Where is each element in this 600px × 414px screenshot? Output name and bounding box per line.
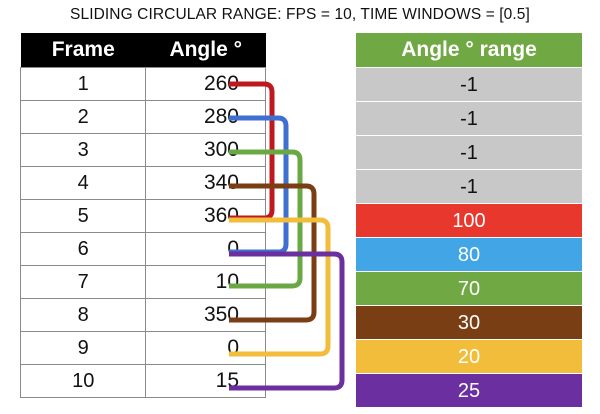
range-cell: -1 bbox=[356, 67, 582, 101]
range-cell: -1 bbox=[356, 169, 582, 203]
range-cell: 20 bbox=[356, 339, 582, 373]
range-cell: -1 bbox=[356, 135, 582, 169]
frame-cell: 9 bbox=[19, 331, 147, 365]
table-row: 3 300 bbox=[19, 133, 266, 167]
table-row: 10 15 bbox=[19, 364, 266, 398]
table-row: 8 350 bbox=[19, 298, 266, 332]
angle-range-header: Angle ° range bbox=[356, 33, 582, 67]
angle-cell: 350 bbox=[145, 298, 266, 332]
range-cell: 100 bbox=[356, 203, 582, 237]
frame-column-header: Frame bbox=[20, 33, 146, 68]
table-row: 1 260 bbox=[19, 67, 266, 101]
angle-range-rows: -1 -1 -1 -1 100 80 70 30 20 25 bbox=[356, 67, 582, 407]
angle-cell: 360 bbox=[145, 199, 266, 233]
table-row: 2 280 bbox=[19, 100, 266, 134]
frame-cell: 3 bbox=[19, 133, 147, 167]
table-row: 5 360 bbox=[19, 199, 266, 233]
frame-cell: 8 bbox=[19, 298, 147, 332]
range-cell: 25 bbox=[356, 373, 582, 407]
frame-cell: 7 bbox=[19, 265, 147, 299]
angle-cell: 15 bbox=[145, 364, 266, 398]
angle-cell: 340 bbox=[145, 166, 266, 200]
table-row: 4 340 bbox=[19, 166, 266, 200]
angle-cell: 300 bbox=[145, 133, 266, 167]
frame-cell: 10 bbox=[19, 364, 147, 398]
angle-column-header: Angle ° bbox=[145, 33, 266, 68]
angle-range-table: Angle ° range -1 -1 -1 -1 100 80 70 30 20 25 bbox=[356, 33, 582, 407]
frame-cell: 2 bbox=[19, 100, 147, 134]
angle-cell: 0 bbox=[145, 331, 266, 365]
frame-angle-table: Frame Angle ° 1 260 2 280 3 300 4 340 5 360 6 0 7 10 8… bbox=[19, 33, 266, 398]
range-cell: 30 bbox=[356, 305, 582, 339]
frame-cell: 1 bbox=[19, 67, 147, 101]
angle-cell: 260 bbox=[145, 67, 266, 101]
frame-cell: 5 bbox=[19, 199, 147, 233]
angle-cell: 10 bbox=[145, 265, 266, 299]
table-row: 7 10 bbox=[19, 265, 266, 299]
frame-cell: 4 bbox=[19, 166, 147, 200]
angle-cell: 0 bbox=[145, 232, 266, 266]
diagram-title: SLIDING CIRCULAR RANGE: FPS = 10, TIME W… bbox=[70, 6, 530, 23]
table-header-row: Frame Angle ° bbox=[20, 33, 266, 68]
range-cell: -1 bbox=[356, 101, 582, 135]
angle-cell: 280 bbox=[145, 100, 266, 134]
range-cell: 80 bbox=[356, 237, 582, 271]
frame-angle-rows: 1 260 2 280 3 300 4 340 5 360 6 0 7 10 8 350 9 0 10 15 bbox=[19, 67, 266, 398]
frame-cell: 6 bbox=[19, 232, 147, 266]
range-cell: 70 bbox=[356, 271, 582, 305]
